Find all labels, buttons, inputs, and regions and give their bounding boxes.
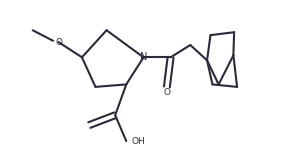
Text: OH: OH — [131, 137, 145, 146]
Text: O: O — [164, 88, 171, 97]
Text: N: N — [140, 52, 147, 62]
Text: O: O — [55, 38, 62, 47]
